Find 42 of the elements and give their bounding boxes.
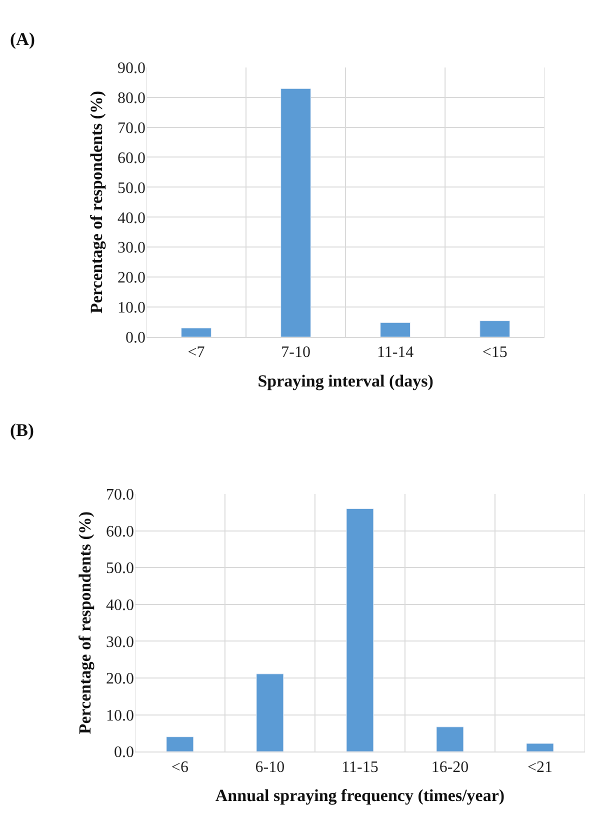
x-tick-label: <21 [527,758,553,776]
x-tick-label: 7-10 [281,344,310,362]
y-tick-label: 70.0 [117,120,146,137]
y-tick-label: 80.0 [117,90,146,107]
y-tick-label: 30.0 [106,634,134,651]
y-tick-label: 30.0 [117,240,146,257]
x-tick-label: <7 [188,344,205,362]
bar [346,508,374,752]
y-axis-title: Percentage of respondents (%) [87,90,106,314]
bar [166,736,194,752]
chart-title: (B) [10,420,34,440]
y-tick-label: 60.0 [117,150,146,167]
bar [181,328,212,337]
x-tick-label: 6-10 [255,758,285,776]
y-tick-label: 10.0 [117,300,146,317]
x-tick-label: 11-15 [342,758,378,776]
x-tick-label: <15 [482,344,508,362]
bar [436,726,464,752]
bar [480,320,510,337]
y-tick-label: 20.0 [117,270,146,287]
bar [526,743,554,752]
x-axis-title: Annual spraying frequency (times/year) [215,786,505,806]
y-tick-label: 40.0 [117,210,146,227]
y-tick-label: 10.0 [106,707,134,724]
y-tick-label: 20.0 [106,670,134,688]
y-tick-label: 0.0 [125,330,146,347]
bar [280,88,311,337]
y-tick-label: 50.0 [106,560,134,578]
x-axis-title: Spraying interval (days) [258,372,434,391]
y-tick-label: 90.0 [117,60,146,77]
chart-title: (A) [10,29,35,49]
y-tick-label: 60.0 [106,523,134,540]
bar [380,322,410,337]
x-tick-label: 16-20 [431,758,469,776]
x-tick-label: 11-14 [376,344,414,362]
x-tick-label: <6 [171,758,188,776]
y-tick-label: 50.0 [117,180,146,197]
y-axis-title: Percentage of respondents (%) [75,511,94,734]
y-tick-label: 40.0 [106,596,134,614]
bar [256,674,284,752]
y-tick-label: 70.0 [106,486,134,504]
y-tick-label: 0.0 [114,744,134,762]
